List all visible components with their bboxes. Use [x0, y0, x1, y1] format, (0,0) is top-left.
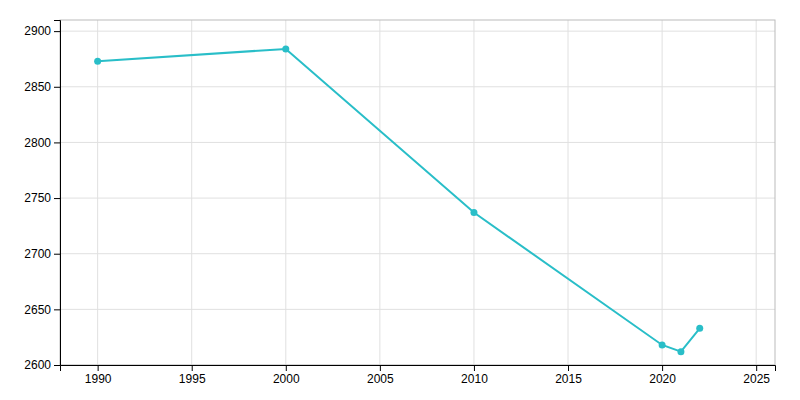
tick-label: 2750 [24, 191, 51, 205]
tick-mark [54, 309, 60, 310]
tick: 2025 [743, 365, 770, 386]
line [98, 49, 700, 352]
grid-line-y [60, 309, 775, 310]
grid-line-x [568, 20, 569, 365]
plot: 1990 1995 2000 2005 2010 2015 2020 2025 2600 2650… [24, 20, 775, 386]
grid-line-x [191, 20, 192, 365]
point [677, 348, 684, 355]
tick-mark [54, 198, 60, 199]
grid [60, 20, 775, 365]
point [696, 325, 703, 332]
tick: 2650 [24, 303, 60, 317]
tick-mark [54, 365, 60, 366]
grid-line-y [60, 253, 775, 254]
tick: 2850 [24, 80, 60, 94]
tick-label: 1990 [85, 372, 112, 386]
point [659, 341, 666, 348]
grid-line-x [379, 20, 380, 365]
grid-line-y [60, 86, 775, 87]
tick-label: 2700 [24, 247, 51, 261]
axis-domain [61, 366, 776, 372]
tick-label: 2025 [743, 372, 770, 386]
tick: 2700 [24, 247, 60, 261]
point [94, 58, 101, 65]
point [470, 209, 477, 216]
tick-label: 2850 [24, 80, 51, 94]
tick-label: 2005 [367, 372, 394, 386]
x-axis: 1990 1995 2000 2005 2010 2015 2020 2025 [61, 365, 776, 386]
point [282, 45, 289, 52]
tick-mark [568, 365, 569, 371]
tick-mark [54, 31, 60, 32]
tick-label: 2650 [24, 303, 51, 317]
tick-label: 2020 [649, 372, 676, 386]
tick-label: 1995 [179, 372, 206, 386]
tick: 2800 [24, 136, 60, 150]
tick-mark [662, 365, 663, 371]
tick-mark [54, 254, 60, 255]
axis-domain [54, 21, 61, 366]
tick-mark [286, 365, 287, 371]
tick: 2010 [461, 365, 488, 386]
tick-label: 2010 [461, 372, 488, 386]
grid-line-y [60, 198, 775, 199]
tick-mark [380, 365, 381, 371]
grid-line-x [285, 20, 286, 365]
tick-label: 2800 [24, 136, 51, 150]
tick-mark [98, 365, 99, 371]
grid-line-x [97, 20, 98, 365]
tick: 2900 [24, 24, 60, 38]
tick: 2020 [649, 365, 676, 386]
plot-frame [60, 20, 775, 365]
chart-svg: 1990 1995 2000 2005 2010 2015 2020 2025 2600 2650… [0, 0, 800, 400]
tick: 1990 [85, 365, 112, 386]
grid-line-x [662, 20, 663, 365]
tick-mark [756, 365, 757, 371]
marks [94, 45, 703, 355]
tick-mark [54, 142, 60, 143]
tick-label: 2015 [555, 372, 582, 386]
grid-line-y [60, 142, 775, 143]
tick: 2600 [24, 358, 60, 372]
tick-label: 2900 [24, 24, 51, 38]
tick-label: 2600 [24, 358, 51, 372]
tick: 1995 [179, 365, 206, 386]
tick-mark [474, 365, 475, 371]
grid-line-x [473, 20, 474, 365]
tick-mark [192, 365, 193, 371]
grid-line-y [60, 31, 775, 32]
tick-label: 2000 [273, 372, 300, 386]
tick: 2015 [555, 365, 582, 386]
grid-line-x [756, 20, 757, 365]
tick-mark [54, 87, 60, 88]
y-axis: 2600 2650 2700 2750 2800 2850 2900 [24, 21, 60, 373]
tick: 2005 [367, 365, 394, 386]
tick: 2000 [273, 365, 300, 386]
tick: 2750 [24, 191, 60, 205]
